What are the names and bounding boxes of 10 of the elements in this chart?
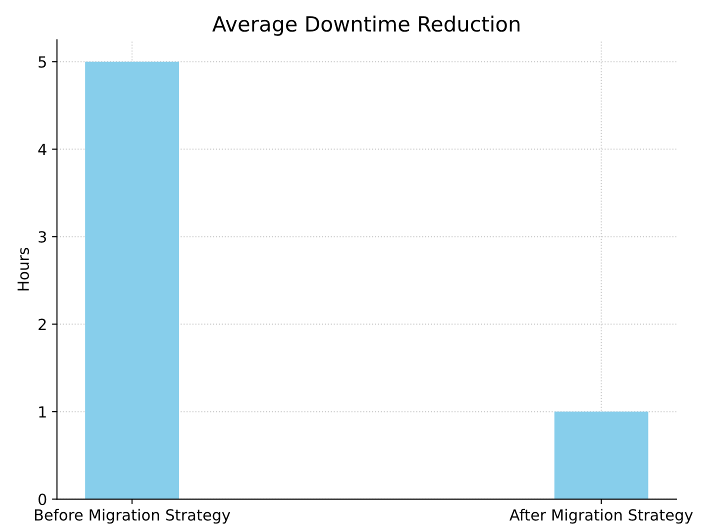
y-tick-label: 2 xyxy=(38,318,46,330)
chart-title: Average Downtime Reduction xyxy=(212,16,520,36)
y-tick-label: 0 xyxy=(38,494,46,506)
y-tick-label: 5 xyxy=(38,56,46,68)
y-tick-label: 1 xyxy=(39,406,46,418)
x-tick-label: After Migration Strategy xyxy=(509,508,693,524)
x-tick-label: Before Migration Strategy xyxy=(34,508,230,524)
y-tick-label: 3 xyxy=(38,231,46,243)
y-axis-title: Hours xyxy=(18,248,29,290)
y-tick-label: 4 xyxy=(38,144,46,155)
